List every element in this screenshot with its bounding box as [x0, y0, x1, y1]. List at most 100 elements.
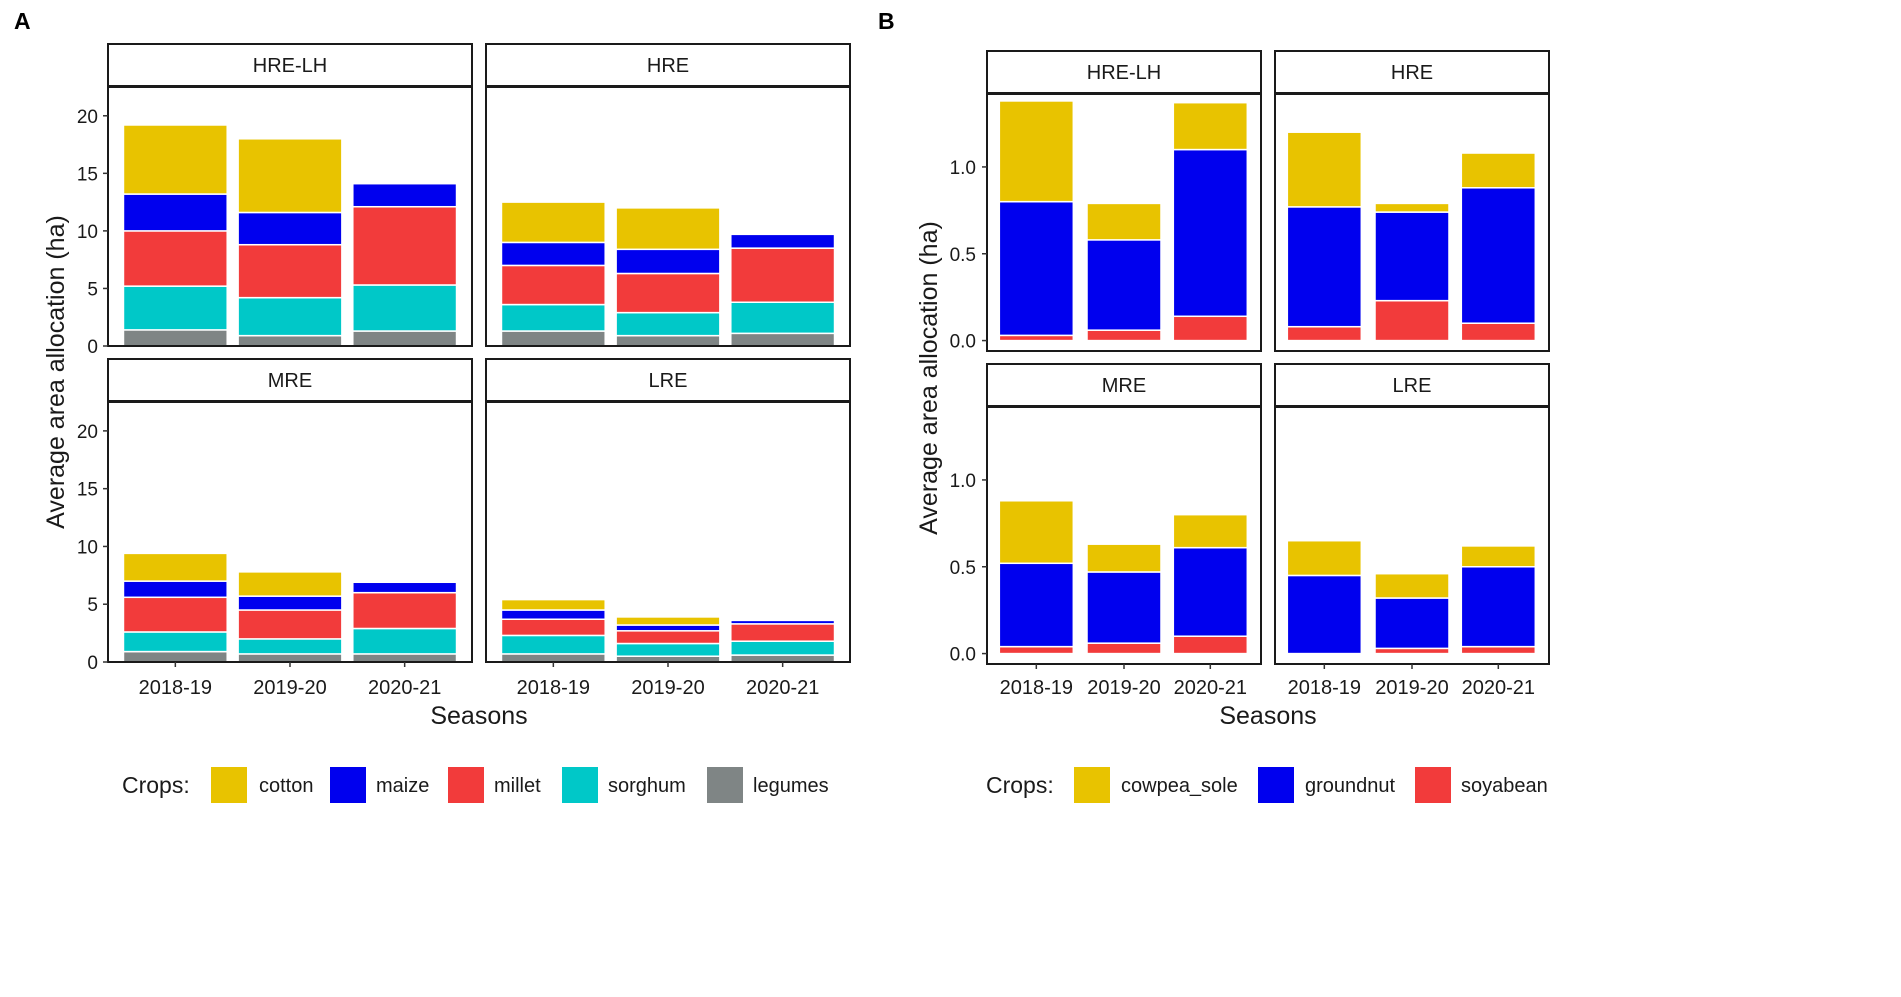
bar-segment-millet: [500, 264, 606, 306]
bar-segment-soyabean: [1460, 645, 1537, 655]
facet-title: MRE: [268, 370, 312, 392]
y-axis-title: Average area allocation (ha): [42, 215, 70, 529]
facet-hre: HRE: [1274, 50, 1550, 352]
bar-segment-cotton: [500, 201, 606, 244]
facet-strip: [107, 358, 473, 402]
y-tick-label: 15: [77, 480, 98, 501]
bar-segment-cotton: [615, 207, 721, 251]
y-tick-label: 0: [87, 653, 98, 674]
bar-segment-groundnut: [1286, 574, 1363, 655]
bar-segment-sorghum: [237, 296, 343, 337]
facet-frame: [986, 93, 1262, 352]
bar-segment-millet: [730, 247, 836, 304]
bar-segment-cotton: [237, 571, 343, 597]
bar-segment-soyabean: [1172, 635, 1249, 655]
bar-segment-soyabean: [1286, 325, 1363, 342]
bar-segment-maize: [730, 233, 836, 249]
x-tick-label: 2018-19: [1000, 677, 1073, 699]
x-axis-title: Seasons: [1219, 702, 1316, 730]
y-tick-label: 0.0: [950, 645, 976, 666]
legend-label: cowpea_sole: [1121, 775, 1238, 797]
legend-key-cotton: [211, 767, 247, 803]
legend-key-sorghum: [562, 767, 598, 803]
facet-lre: LRE 2018-19 2019-20 2020-21: [485, 358, 851, 699]
bar-segment-legumes: [122, 650, 228, 663]
bar-segment-cowpea-sole: [1460, 545, 1537, 568]
bar-segment-soyabean: [1172, 315, 1249, 342]
bar-segment-maize: [237, 211, 343, 246]
bar-segment-legumes: [237, 334, 343, 347]
bar-segment-soyabean: [998, 645, 1075, 655]
bar-segment-maize: [237, 595, 343, 611]
bar-segment-legumes: [237, 653, 343, 663]
facet-hre: HRE: [485, 43, 851, 347]
x-tick-label: 2018-19: [1288, 677, 1361, 699]
y-tick-label: 0: [87, 337, 98, 358]
bar-segment-millet: [122, 596, 228, 633]
facet-strip: [107, 43, 473, 87]
bar-segment-groundnut: [1374, 597, 1450, 650]
bar-segment-millet: [352, 591, 458, 630]
bar-segment-cowpea-sole: [1286, 539, 1363, 577]
bar-segment-groundnut: [1172, 546, 1249, 637]
bar-segment-soyabean: [1086, 642, 1162, 655]
y-tick-label: 0.5: [950, 558, 976, 579]
bar-segment-legumes: [352, 330, 458, 347]
y-tick-label: 20: [77, 422, 98, 443]
bar-segment-millet: [730, 623, 836, 642]
bar-segment-groundnut: [1460, 187, 1537, 324]
panel-label: B: [878, 8, 895, 34]
facet-hre-lh: HRE-LH 0 5 10 15 20: [77, 43, 473, 358]
bar-segment-legumes: [615, 334, 721, 347]
x-tick-label: 2019-20: [1087, 677, 1160, 699]
bar-segment-cowpea-sole: [1374, 572, 1450, 599]
facet-title: HRE-LH: [1087, 62, 1161, 84]
bar-segment-cowpea-sole: [1086, 543, 1162, 573]
legend-label: millet: [494, 775, 541, 797]
facet-title: HRE-LH: [253, 55, 327, 77]
bar-segment-maize: [500, 609, 606, 620]
y-axis-title: Average area allocation (ha): [915, 221, 943, 535]
x-tick-label: 2019-20: [1375, 677, 1448, 699]
bar-segment-maize: [500, 241, 606, 267]
y-tick-label: 0.0: [950, 332, 976, 353]
legend-label: sorghum: [608, 775, 686, 797]
x-tick-label: 2019-20: [631, 677, 704, 699]
bar-segment-cotton: [122, 552, 228, 582]
legend-key-soyabean: [1415, 767, 1451, 803]
y-tick-label: 10: [77, 222, 98, 243]
bar-segment-legumes: [352, 653, 458, 663]
bar-segment-millet: [122, 230, 228, 287]
bar-segment-sorghum: [352, 284, 458, 332]
y-tick-label: 10: [77, 537, 98, 558]
bar-segment-groundnut: [1286, 206, 1363, 328]
legend-key-legumes: [707, 767, 743, 803]
bar-segment-groundnut: [1086, 571, 1162, 644]
facet-title: HRE: [647, 55, 689, 77]
y-tick-label: 5: [87, 595, 98, 616]
bar-segment-cotton: [500, 598, 606, 611]
bar-segment-maize: [122, 580, 228, 599]
bar-segment-sorghum: [122, 631, 228, 653]
bar-segment-maize: [352, 182, 458, 208]
bar-segment-maize: [615, 248, 721, 275]
facet-title: HRE: [1391, 62, 1433, 84]
bar-segment-groundnut: [1460, 566, 1537, 648]
bar-segment-cowpea-sole: [1172, 101, 1249, 151]
bar-segment-sorghum: [500, 634, 606, 655]
bar-segment-cotton: [615, 616, 721, 626]
bar-segment-sorghum: [352, 627, 458, 655]
bar-segment-groundnut: [1086, 239, 1162, 331]
bar-segment-legumes: [122, 329, 228, 347]
panel-label: A: [14, 8, 31, 34]
bar-segment-soyabean: [1374, 647, 1450, 655]
bar-segment-millet: [615, 272, 721, 314]
chart-panel-B: B HRE-LH 0.0 0.5 1.0 HRE MRE 0.0 0.5 1.0 2018-19 20…: [878, 8, 1550, 803]
bar-segment-groundnut: [998, 200, 1075, 337]
facet-strip: [1274, 50, 1550, 94]
facet-strip: [1274, 363, 1550, 407]
facet-mre: MRE 0.0 0.5 1.0 2018-19 2019-20 2020-21: [950, 363, 1262, 699]
bar-segment-millet: [615, 630, 721, 645]
legend: Crops: cowpea_sole groundnut soyabean: [986, 767, 1548, 803]
